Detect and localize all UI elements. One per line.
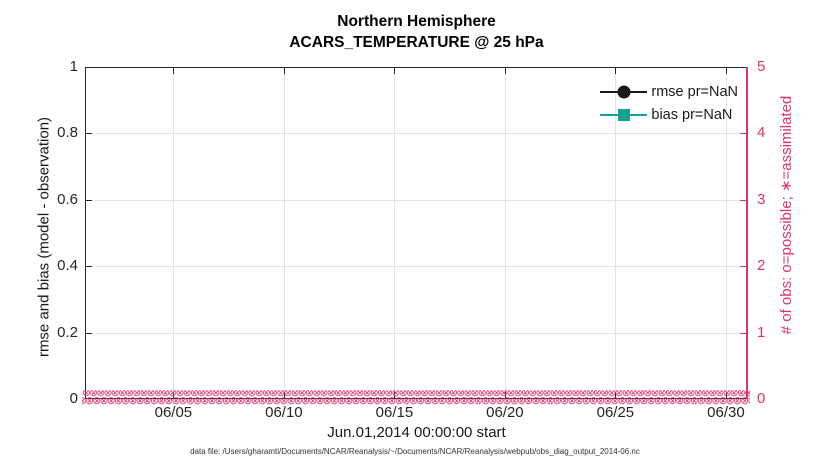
legend-label: bias pr=NaN: [651, 106, 733, 123]
y-tick-mark-left: [86, 332, 92, 334]
left-y-axis-title: rmse and bias (model - observation): [35, 116, 53, 358]
right-y-tick-label: 3: [757, 190, 766, 208]
axis-spine-left: [85, 67, 86, 399]
x-tick-mark-bottom: [394, 392, 396, 398]
axis-spine-bottom: [85, 398, 748, 399]
x-gridline: [173, 68, 175, 398]
x-tick-mark-top: [504, 68, 506, 74]
legend-sample: [600, 107, 648, 122]
obs-marker-row: ⊗⊗⊗⊗⊗⊗⊗⊗⊗⊗⊗⊗⊗⊗⊗⊗⊗⊗⊗⊗⊗⊗⊗⊗⊗⊗⊗⊗⊗⊗⊗⊗⊗⊗⊗⊗⊗⊗⊗⊗…: [82, 394, 750, 406]
y-tick-mark-right: [740, 133, 746, 135]
x-gridline: [504, 68, 506, 398]
legend-entry: bias pr=NaN: [600, 103, 738, 126]
plot-area: ⊗⊗⊗⊗⊗⊗⊗⊗⊗⊗⊗⊗⊗⊗⊗⊗⊗⊗⊗⊗⊗⊗⊗⊗⊗⊗⊗⊗⊗⊗⊗⊗⊗⊗⊗⊗⊗⊗⊗⊗…: [82, 67, 750, 405]
y-tick-mark-right: [740, 199, 746, 201]
y-gridline: [86, 199, 747, 201]
y-gridline: [86, 133, 747, 135]
x-gridline: [394, 68, 396, 398]
x-gridline: [615, 68, 617, 398]
left-y-tick-label: 0.8: [57, 124, 78, 142]
x-tick-mark-top: [394, 68, 396, 74]
datafile-caption: data file: /Users/gharamti/Documents/NCA…: [190, 447, 640, 456]
x-tick-mark-bottom: [615, 392, 617, 398]
x-tick-mark-top: [283, 68, 285, 74]
axis-spine-top: [85, 67, 748, 68]
x-tick-mark-top: [173, 68, 175, 74]
x-tick-mark-bottom: [173, 392, 175, 398]
left-y-tick-label: 1: [69, 58, 78, 75]
legend-entry: rmse pr=NaN: [600, 80, 738, 103]
x-tick-label: 06/25: [596, 404, 635, 421]
x-tick-mark-bottom: [504, 392, 506, 398]
title-line2: ACARS_TEMPERATURE @ 25 hPa: [289, 34, 544, 51]
x-tick-mark-bottom: [283, 392, 285, 398]
x-tick-mark-top: [725, 68, 727, 74]
x-tick-mark-bottom: [725, 392, 727, 398]
title-line1: Northern Hemisphere: [337, 13, 496, 30]
right-y-tick-label: 1: [757, 323, 766, 341]
legend-label: rmse pr=NaN: [651, 83, 738, 100]
x-axis-title: Jun.01,2014 00:00:00 start: [327, 424, 506, 441]
x-tick-label: 06/20: [486, 404, 524, 421]
x-tick-label: 06/30: [707, 404, 745, 421]
y-tick-mark-left: [86, 266, 92, 268]
x-gridline: [725, 68, 727, 398]
chart-title: Northern Hemisphere ACARS_TEMPERATURE @ …: [85, 11, 748, 53]
left-y-tick-label: 0.6: [57, 190, 78, 208]
legend: rmse pr=NaN bias pr=NaN: [600, 80, 738, 126]
left-y-tick-label: 0.2: [57, 323, 78, 341]
left-y-tick-label: 0: [69, 390, 78, 407]
y-tick-mark-right: [740, 332, 746, 334]
right-y-tick-label: 0: [757, 390, 766, 407]
y-tick-mark-left: [86, 199, 92, 201]
y-gridline: [86, 332, 747, 334]
x-tick-label: 06/15: [375, 404, 414, 421]
y-tick-mark-right: [740, 266, 746, 268]
y-tick-mark-left: [86, 133, 92, 135]
x-tick-label: 06/10: [265, 404, 303, 421]
obs-count-marker-band: ⊗⊗⊗⊗⊗⊗⊗⊗⊗⊗⊗⊗⊗⊗⊗⊗⊗⊗⊗⊗⊗⊗⊗⊗⊗⊗⊗⊗⊗⊗⊗⊗⊗⊗⊗⊗⊗⊗⊗⊗…: [82, 390, 750, 406]
x-gridline: [283, 68, 285, 398]
bias-square-marker-icon: [617, 108, 630, 121]
y-gridline: [86, 266, 747, 268]
right-y-axis-title: # of obs: o=possible; ∗=assimilated: [778, 95, 795, 335]
obs-marker-row: ⊗⊗⊗⊗⊗⊗⊗⊗⊗⊗⊗⊗⊗⊗⊗⊗⊗⊗⊗⊗⊗⊗⊗⊗⊗⊗⊗⊗⊗⊗⊗⊗⊗⊗⊗⊗⊗⊗⊗⊗…: [82, 390, 750, 399]
left-y-tick-label: 0.4: [57, 257, 78, 275]
x-tick-mark-top: [615, 68, 617, 74]
x-tick-label: 06/05: [154, 404, 193, 421]
right-y-tick-label: 2: [757, 257, 766, 275]
rmse-circle-marker-icon: [617, 85, 631, 98]
axis-spine-right: [746, 67, 748, 399]
right-y-tick-label: 5: [757, 58, 766, 75]
right-y-tick-label: 4: [757, 124, 766, 142]
legend-sample: [600, 84, 648, 99]
